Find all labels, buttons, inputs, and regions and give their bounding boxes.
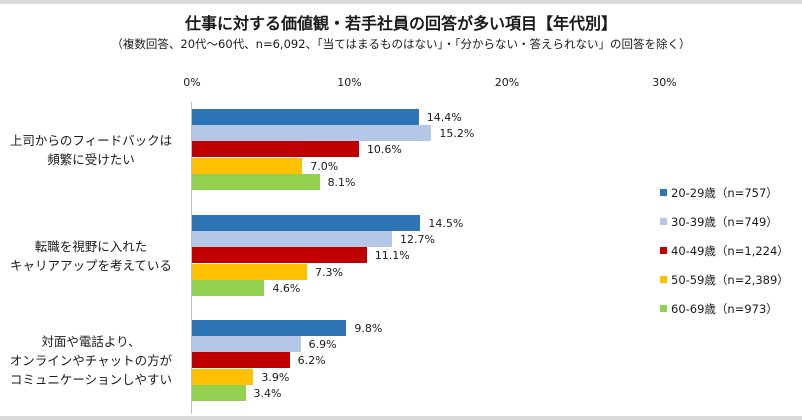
bar xyxy=(192,125,432,142)
category-label: 転職を視野に入れたキャリアアップを考えている xyxy=(0,237,182,275)
data-label: 14.4% xyxy=(426,111,462,124)
data-label: 8.1% xyxy=(327,175,356,189)
data-label: 12.7% xyxy=(400,233,435,247)
legend-swatch-icon xyxy=(660,247,667,254)
bar xyxy=(192,215,421,231)
bar xyxy=(192,157,303,174)
category-label-line: 転職を視野に入れた xyxy=(34,238,148,254)
legend: 20-29歳（n=757） 30-39歳（n=749） 40-49歳（n=1,224… xyxy=(660,178,789,323)
data-label: 7.3% xyxy=(314,265,343,279)
legend-item: 60-69歳（n=973） xyxy=(660,294,789,323)
legend-label: 60-69歳（n=973） xyxy=(671,301,778,316)
bar xyxy=(192,384,246,401)
data-label: 9.8% xyxy=(354,322,383,335)
bar xyxy=(192,368,254,385)
category-label-line: 対面や電話より、 xyxy=(41,334,141,349)
x-tick-label: 0% xyxy=(183,76,201,89)
data-label: 3.4% xyxy=(253,386,282,400)
bar xyxy=(192,279,265,296)
legend-label: 50-59歳（n=2,389） xyxy=(671,272,789,287)
data-label: 6.9% xyxy=(308,338,337,352)
bottom-border xyxy=(0,416,802,420)
legend-label: 20-29歳（n=757） xyxy=(671,185,778,200)
bar xyxy=(192,141,359,158)
data-label: 10.6% xyxy=(366,143,402,157)
category-label: 対面や電話より、オンラインやチャットの方が コミュニケーションしやすい xyxy=(0,332,182,389)
data-label: 4.6% xyxy=(272,281,301,295)
bar xyxy=(192,173,320,190)
x-tick-label: 10% xyxy=(337,76,362,89)
bar xyxy=(192,231,393,248)
x-tick-label: 20% xyxy=(494,76,520,89)
bar xyxy=(192,336,301,353)
bar xyxy=(192,263,307,280)
top-border xyxy=(0,0,802,4)
legend-item: 50-59歳（n=2,389） xyxy=(660,265,789,294)
x-tick-label: 30% xyxy=(652,76,677,89)
legend-item: 20-29歳（n=757） xyxy=(660,178,789,207)
legend-label: 40-49歳（n=1,224） xyxy=(671,243,789,258)
data-label: 3.9% xyxy=(261,370,290,384)
category-label: 上司からのフィードバックは 頻繁に受けたい xyxy=(0,131,182,169)
legend-swatch-icon xyxy=(660,218,667,225)
bar xyxy=(192,352,290,369)
legend-swatch-icon xyxy=(660,276,667,283)
bar xyxy=(192,247,367,264)
chart-subtitle: （複数回答、20代～60代、n=6,092、「当てはまるものはない」・「分からな… xyxy=(111,37,691,51)
data-label: 15.2% xyxy=(439,127,475,141)
legend-item: 40-49歳（n=1,224） xyxy=(660,236,789,265)
bar xyxy=(192,320,347,336)
legend-swatch-icon xyxy=(660,189,667,196)
category-label-line: コミュニケーションしやすい xyxy=(9,372,173,387)
legend-swatch-icon xyxy=(660,305,667,312)
y-axis-line xyxy=(191,102,192,414)
legend-label: 30-39歳（n=749） xyxy=(671,214,778,229)
chart-title: 仕事に対する価値観・若手社員の回答が多い項目【年代別】 xyxy=(184,14,617,33)
data-label: 6.2% xyxy=(297,354,326,368)
category-label-line: 上司からのフィードバックは xyxy=(9,132,173,148)
category-label-line: キャリアアップを考えている xyxy=(10,257,172,273)
legend-item: 30-39歳（n=749） xyxy=(660,207,789,236)
data-label: 14.5% xyxy=(428,217,464,230)
category-label-line: 頻繁に受けたい xyxy=(47,151,135,167)
data-label: 11.1% xyxy=(374,249,410,263)
category-label-line: オンラインやチャットの方が xyxy=(9,353,173,368)
data-label: 7.0% xyxy=(310,159,339,173)
bar xyxy=(192,109,419,125)
